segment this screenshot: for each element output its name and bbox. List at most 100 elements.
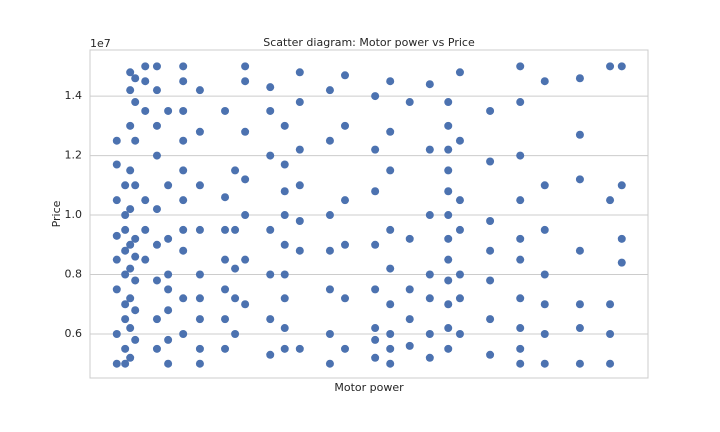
point [606, 196, 615, 205]
point [516, 324, 525, 333]
point [455, 68, 464, 77]
point [540, 77, 549, 86]
point [295, 344, 304, 353]
point [371, 324, 380, 333]
point [325, 329, 334, 338]
point [179, 136, 188, 145]
point [152, 240, 161, 249]
point [606, 329, 615, 338]
point [141, 196, 150, 205]
point [444, 300, 453, 309]
point [141, 106, 150, 115]
point [325, 86, 334, 95]
point [540, 225, 549, 234]
point [164, 181, 173, 190]
point [164, 359, 173, 368]
point [341, 240, 350, 249]
point [241, 175, 250, 184]
point [195, 270, 204, 279]
point [152, 62, 161, 71]
point [131, 181, 140, 190]
point [195, 315, 204, 324]
point [617, 181, 626, 190]
point [516, 294, 525, 303]
point [386, 329, 395, 338]
point [126, 353, 135, 362]
point [455, 270, 464, 279]
point [405, 234, 414, 243]
point [231, 225, 240, 234]
y-axis-label: Price [50, 200, 63, 227]
point [152, 205, 161, 214]
point [575, 175, 584, 184]
point [164, 306, 173, 315]
point [516, 255, 525, 264]
point [195, 359, 204, 368]
point [425, 353, 434, 362]
point [425, 211, 434, 220]
point [444, 121, 453, 130]
point [516, 98, 525, 107]
point [266, 225, 275, 234]
point [341, 121, 350, 130]
point [325, 136, 334, 145]
point [126, 324, 135, 333]
point [386, 264, 395, 273]
point [112, 136, 121, 145]
point [195, 294, 204, 303]
point [371, 187, 380, 196]
point [405, 315, 414, 324]
point [266, 270, 275, 279]
point [486, 246, 495, 255]
point [131, 306, 140, 315]
point [516, 196, 525, 205]
point [280, 240, 289, 249]
point [280, 344, 289, 353]
point [371, 335, 380, 344]
point [444, 344, 453, 353]
point [131, 335, 140, 344]
point [371, 240, 380, 249]
point [266, 151, 275, 160]
point [121, 344, 130, 353]
point [325, 285, 334, 294]
point [121, 300, 130, 309]
point [295, 98, 304, 107]
point [221, 106, 230, 115]
point [371, 285, 380, 294]
point [575, 300, 584, 309]
point [455, 196, 464, 205]
point [444, 166, 453, 175]
point [425, 145, 434, 154]
point [266, 315, 275, 324]
point [112, 359, 121, 368]
point [444, 187, 453, 196]
point [266, 106, 275, 115]
point [455, 329, 464, 338]
point [486, 315, 495, 324]
y-tick-label: 1.0 [65, 208, 83, 221]
point [231, 294, 240, 303]
point [425, 294, 434, 303]
point [341, 294, 350, 303]
point [126, 86, 135, 95]
y-tick-label: 1.4 [65, 89, 83, 102]
point [405, 98, 414, 107]
point [126, 166, 135, 175]
point [131, 74, 140, 83]
point [179, 294, 188, 303]
point [575, 74, 584, 83]
point [131, 252, 140, 261]
point [341, 71, 350, 80]
point [126, 121, 135, 130]
point [575, 246, 584, 255]
point [152, 121, 161, 130]
point [386, 77, 395, 86]
point [606, 62, 615, 71]
point [617, 258, 626, 267]
point [405, 341, 414, 350]
point [121, 225, 130, 234]
point [221, 285, 230, 294]
point [540, 359, 549, 368]
point [325, 246, 334, 255]
